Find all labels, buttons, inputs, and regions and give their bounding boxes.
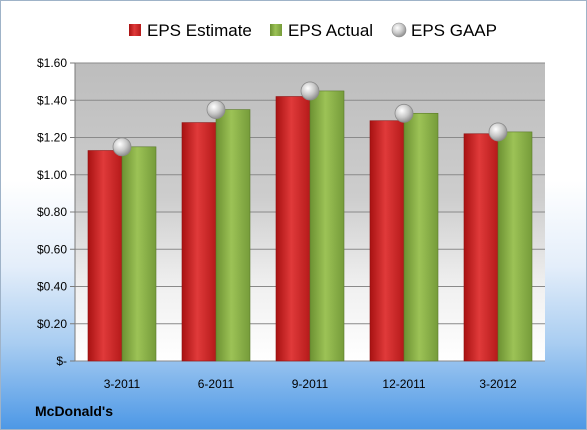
x-tick-label: 9-2011 [292, 377, 329, 391]
y-tick-label: $- [56, 354, 67, 368]
legend-label: EPS Actual [288, 21, 373, 40]
gaap-points [112, 81, 508, 157]
bar-eps-estimate [87, 150, 123, 362]
x-axis: 3-2011 6-2011 9-2011 12-2011 3-2012 [104, 377, 517, 391]
y-tick-label: $1.40 [37, 93, 67, 107]
bar-eps-actual [497, 131, 533, 362]
legend-label: EPS Estimate [147, 21, 252, 40]
y-tick-label: $0.40 [37, 280, 67, 294]
bar-eps-actual [403, 112, 439, 362]
bar-eps-estimate [463, 133, 499, 362]
y-axis: $- $0.20 $0.40 $0.60 $0.80 $1.00 $1.20 $1.40 $1.… [37, 56, 76, 368]
legend-label: EPS GAAP [411, 21, 497, 40]
legend-item: EPS GAAP [391, 21, 497, 40]
x-tick-label: 3-2011 [104, 377, 141, 391]
point-eps-gaap [300, 81, 320, 101]
y-tick-label: $0.60 [37, 242, 67, 256]
bar-eps-actual [215, 109, 251, 362]
bars [87, 90, 533, 362]
bar-eps-actual [121, 146, 157, 362]
bar-eps-estimate [181, 122, 217, 362]
x-tick-label: 3-2012 [479, 377, 517, 391]
x-tick-label: 6-2011 [198, 377, 235, 391]
legend-swatch [391, 22, 407, 38]
y-tick-label: $1.60 [37, 56, 67, 70]
point-eps-gaap [112, 137, 132, 157]
company-name: McDonald's [35, 403, 114, 419]
legend-item: EPS Actual [270, 21, 373, 40]
legend: EPS Estimate EPS Actual EPS GAAP [129, 21, 497, 40]
legend-swatch [129, 24, 141, 36]
point-eps-gaap [488, 122, 508, 142]
x-tick-label: 12-2011 [382, 377, 425, 391]
bar-eps-actual [309, 90, 345, 362]
legend-swatch [270, 24, 282, 36]
point-eps-gaap [394, 103, 414, 123]
legend-item: EPS Estimate [129, 21, 252, 40]
point-eps-gaap [206, 100, 226, 119]
y-tick-label: $1.00 [37, 168, 67, 182]
bar-eps-estimate [275, 96, 311, 362]
bar-eps-estimate [369, 120, 405, 362]
y-tick-label: $1.20 [37, 131, 67, 145]
y-tick-label: $0.80 [37, 205, 67, 219]
y-tick-label: $0.20 [37, 317, 67, 331]
